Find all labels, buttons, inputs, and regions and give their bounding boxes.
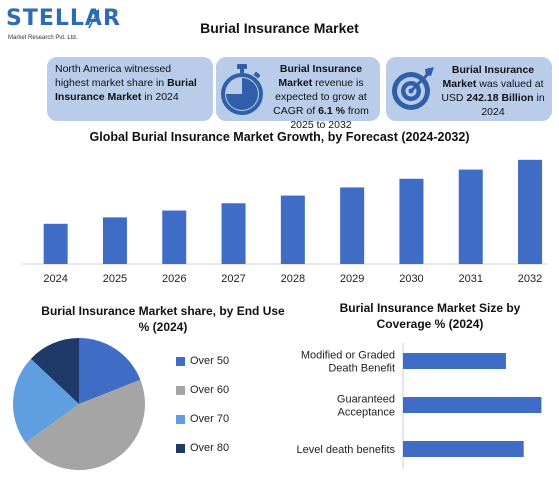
bar-2028 — [280, 195, 305, 264]
bar-tick-label: 2027 — [221, 273, 245, 285]
bar-2030 — [399, 178, 424, 264]
stellar-logo: STELLAR Market Research Pvt. Ltd. — [6, 6, 120, 48]
legend-label: Over 50 — [190, 355, 230, 367]
bar-tick-label: 2029 — [340, 273, 364, 285]
hbar-category-label: Modified or Graded Death Benefit — [301, 350, 395, 375]
hbar-chart-title: Burial Insurance Market Size by Coverage… — [339, 301, 521, 331]
pie-slice-over-80 — [30, 338, 80, 404]
card3-bold: Burial Insurance Market — [442, 64, 535, 90]
stopwatch-icon — [221, 64, 263, 115]
logo-brand-text: STELLAR — [6, 6, 121, 31]
info-card-region: North America witnessed highest market s… — [47, 57, 213, 121]
logo-arrow-icon — [88, 9, 99, 28]
card3-post: in 2024 — [481, 92, 545, 118]
pie-chart-title: Burial Insurance Market share, by End Us… — [41, 304, 285, 334]
card3-mid: was valued at USD — [441, 78, 544, 104]
card1-text: North America witnessed highest market s… — [55, 63, 172, 89]
hbar-2 — [403, 441, 524, 457]
legend-label: Over 70 — [190, 413, 230, 425]
pie-slice-over-60 — [25, 379, 146, 470]
bar-tick-label: 2032 — [518, 273, 542, 285]
bar-2026 — [162, 210, 187, 264]
pie-slice-over-50 — [79, 338, 141, 404]
coverage-bar-chart: Modified or Graded Death Benefit Guarantee… — [297, 343, 542, 469]
page-title: Burial Insurance Market — [200, 20, 359, 36]
end-use-pie-chart — [13, 338, 146, 470]
bar-2032 — [518, 159, 543, 264]
bar-tick-label: 2031 — [459, 273, 483, 285]
legend-swatch — [176, 444, 185, 453]
bar-tick-label: 2028 — [281, 273, 305, 285]
legend-label: Over 60 — [190, 384, 230, 396]
bar-tick-label: 2030 — [399, 273, 423, 285]
info-card-value: Burial Insurance Market was valued at US… — [386, 57, 552, 121]
bar-tick-label: 2025 — [103, 273, 127, 285]
info-card-cagr: Burial Insurance Market revenue is expec… — [216, 57, 380, 131]
legend-swatch — [176, 415, 185, 424]
target-icon — [392, 67, 434, 110]
bar-2027 — [221, 203, 246, 264]
card2-text: Burial Insurance Market revenue is expec… — [266, 62, 376, 132]
legend-swatch — [176, 386, 185, 395]
card3-market-value: 242.18 Billion — [466, 92, 534, 104]
bar-chart-title: Global Burial Insurance Market Growth, b… — [89, 130, 470, 144]
card3-text: Burial Insurance Market was valued at US… — [438, 63, 548, 119]
bar-2031 — [458, 169, 483, 264]
card2-mid: revenue is expected to grow at CAGR of — [273, 77, 367, 117]
logo-tagline: Market Research Pvt. Ltd. — [8, 35, 78, 41]
legend-label: Over 80 — [190, 442, 230, 454]
card2-post: from 2025 to 2032 — [290, 105, 369, 131]
hbar-category-label: Guaranteed Acceptance — [337, 394, 395, 419]
bar-tick-label: 2024 — [43, 273, 67, 285]
card2-cagr-value: 6.1 % — [318, 105, 345, 117]
bar-2029 — [340, 187, 365, 264]
pie-slice-over-70 — [13, 358, 79, 443]
hbar-0 — [403, 353, 506, 369]
card2-bold: Burial Insurance Market — [278, 63, 363, 89]
card1-bold: Burial Insurance Market — [55, 77, 197, 103]
card1-post: in 2024 — [141, 91, 179, 103]
legend-swatch — [176, 357, 185, 366]
bar-2025 — [102, 217, 127, 264]
forecast-bar-chart: 2024 2025 2026 2027 2028 2029 2030 2031 2032 — [22, 159, 548, 285]
bar-tick-label: 2026 — [162, 273, 186, 285]
hbar-category-label: Level death benefits — [297, 444, 396, 456]
bar-2024 — [43, 223, 68, 264]
hbar-1 — [403, 397, 542, 413]
